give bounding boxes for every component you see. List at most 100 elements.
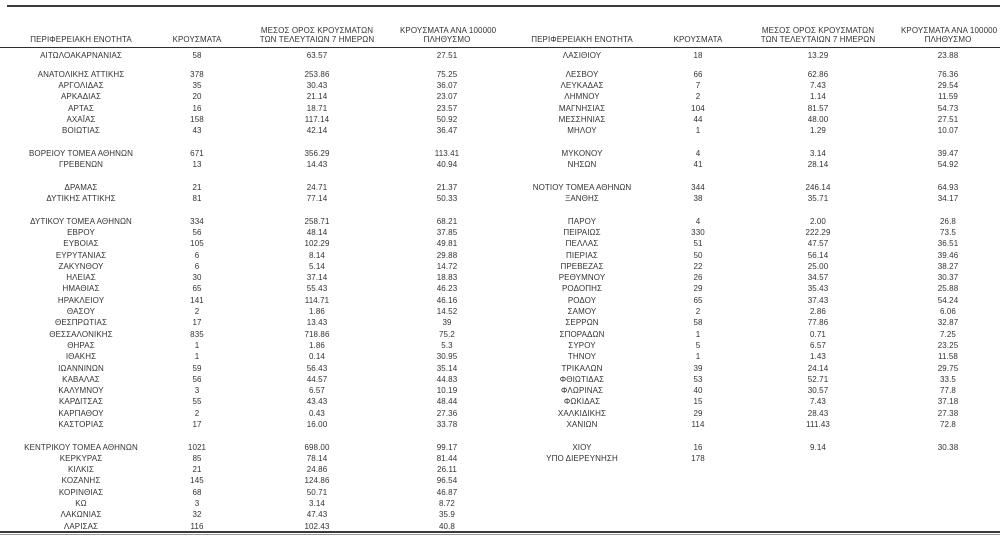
- per100k-cell: 33.78: [436, 420, 458, 429]
- per100k-cell: 35.14: [436, 363, 458, 373]
- avg7-cell: 258.71: [304, 216, 330, 226]
- region-name-cell: ΠΕΛΛΑΣ: [565, 239, 599, 249]
- avg7-cell: 21.14: [306, 92, 328, 102]
- table-body-right: ΛΑΣΙΘΙΟΥ 18 13.29 23.88 ΛΕΣΒΟΥ 66 62.86 76.36 ΛΕ…: [503, 50, 995, 464]
- region-name-cell: ΓΡΕΒΕΝΩΝ: [58, 160, 104, 170]
- avg7-cell: 28.43: [807, 408, 829, 418]
- avg7-cell: 16.00: [306, 420, 328, 429]
- avg7-cell: 356.29: [304, 148, 330, 158]
- cases-cell: 21: [192, 182, 202, 192]
- cases-cell: 32: [192, 510, 202, 520]
- top-rule: [7, 5, 1000, 7]
- region-name-cell: ΑΡΚΑΔΙΑΣ: [61, 92, 101, 102]
- col-header-per100k-line2: ΠΛΗΘΥΣΜΟ: [924, 35, 972, 44]
- per100k-cell: 14.72: [436, 261, 458, 271]
- table-row: ΚΑΛΥΜΝΟΥ 3 6.57 10.19: [2, 385, 494, 396]
- table-row: ΗΡΑΚΛΕΙΟΥ 141 114.71 46.16: [2, 295, 494, 306]
- cases-cell: 1: [194, 340, 200, 350]
- table-row: ΘΑΣΟΥ 2 1.86 14.52: [2, 306, 494, 317]
- table-row: ΑΡΤΑΣ 16 18.71 23.57: [2, 103, 494, 114]
- region-name-cell: ΡΟΔΟΠΗΣ: [562, 284, 602, 294]
- avg7-cell: 5.14: [309, 261, 325, 271]
- region-name-cell: ΣΥΡΟΥ: [568, 340, 596, 350]
- region-name-cell: ΗΜΑΘΙΑΣ: [62, 284, 100, 294]
- table-row: ΦΘΙΩΤΙΔΑΣ 53 52.71 33.5: [503, 374, 995, 385]
- table-row: ΗΛΕΙΑΣ 30 37.14 18.83: [2, 272, 494, 283]
- table-row: ΚΑΣΤΟΡΙΑΣ 17 16.00 33.78: [2, 419, 494, 430]
- avg7-cell: 78.14: [306, 453, 328, 463]
- table-row: ΠΕΙΡΑΙΩΣ 330 222.29 73.5: [503, 227, 995, 238]
- table-row: ΕΥΒΟΙΑΣ 105 102.29 49.81: [2, 238, 494, 249]
- region-name-cell: ΠΡΕΒΕΖΑΣ: [560, 261, 604, 271]
- group-gap: [503, 137, 995, 148]
- region-name-cell: ΡΕΘΥΜΝΟΥ: [558, 273, 606, 283]
- region-name-cell: ΕΒΡΟΥ: [67, 227, 95, 237]
- avg7-cell: 47.57: [807, 239, 829, 249]
- avg7-cell: 1.86: [309, 307, 325, 317]
- cases-cell: 4: [695, 148, 701, 158]
- per100k-cell: 46.87: [436, 487, 458, 497]
- cases-cell: 44: [693, 114, 703, 124]
- cases-cell: 58: [192, 51, 202, 60]
- region-name-cell: ΛΑΚΩΝΙΑΣ: [60, 510, 102, 520]
- table-row: ΡΕΘΥΜΝΟΥ 26 34.57 30.37: [503, 272, 995, 283]
- per100k-cell: 39.46: [937, 250, 959, 260]
- avg7-cell: 77.14: [306, 194, 328, 204]
- avg7-cell: 52.71: [807, 374, 829, 384]
- table-row: ΤΗΝΟΥ 1 1.43 11.58: [503, 351, 995, 362]
- avg7-cell: 35.43: [807, 284, 829, 294]
- avg7-cell: 30.43: [306, 81, 328, 91]
- group-gap: [503, 61, 995, 69]
- table-header-left: ΠΕΡΙΦΕΡΕΙΑΚΗ ΕΝΟΤΗΤΑ ΚΡΟΥΣΜΑΤΑ ΜΕΣΟΣ ΟΡΟ…: [2, 18, 496, 46]
- table-row: ΗΜΑΘΙΑΣ 65 55.43 46.23: [2, 283, 494, 294]
- table-row: ΑΧΑΪΑΣ 158 117.14 50.92: [2, 114, 494, 125]
- table-row: ΛΑΡΙΣΑΣ 116 102.43 40.8: [2, 521, 494, 532]
- per100k-cell: 39.47: [937, 148, 959, 158]
- per100k-cell: 27.51: [436, 51, 458, 60]
- region-name-cell: ΤΡΙΚΑΛΩΝ: [561, 363, 603, 373]
- per100k-cell: 73.5: [940, 227, 956, 237]
- cases-cell: 378: [190, 69, 204, 79]
- per100k-cell: 8.72: [439, 499, 455, 509]
- cases-cell: 56: [192, 227, 202, 237]
- region-name-cell: ΥΠΟ ΔΙΕΡΕΥΝΗΣΗ: [546, 453, 618, 463]
- region-name-cell: ΘΗΡΑΣ: [67, 340, 95, 350]
- avg7-cell: 102.43: [304, 521, 330, 531]
- table-row: ΚΟΖΑΝΗΣ 145 124.86 96.54: [2, 475, 494, 486]
- avg7-cell: 24.71: [306, 182, 328, 192]
- region-name-cell: ΦΛΩΡΙΝΑΣ: [560, 386, 604, 396]
- cases-cell: 51: [693, 239, 703, 249]
- cases-cell: 7: [695, 81, 701, 91]
- region-name-cell: ΔΡΑΜΑΣ: [64, 182, 98, 192]
- cases-cell: 1: [194, 352, 200, 362]
- per100k-cell: 77.8: [940, 386, 956, 396]
- group-gap: [503, 204, 995, 215]
- group-gap: [2, 61, 494, 69]
- per100k-cell: 23.07: [436, 92, 458, 102]
- avg7-cell: 6.57: [810, 340, 826, 350]
- per100k-cell: 39: [442, 318, 452, 328]
- region-name-cell: ΡΟΔΟΥ: [567, 295, 597, 305]
- avg7-cell: 102.29: [304, 239, 330, 249]
- cases-cell: 56: [192, 374, 202, 384]
- table-row: ΓΡΕΒΕΝΩΝ 13 14.43 40.94: [2, 159, 494, 170]
- region-name-cell: ΕΥΒΟΙΑΣ: [63, 239, 99, 249]
- cases-cell: 22: [693, 261, 703, 271]
- cases-cell: 1: [695, 329, 701, 339]
- per100k-cell: 29.75: [937, 363, 959, 373]
- avg7-cell: 7.43: [810, 81, 826, 91]
- cases-cell: 40: [693, 386, 703, 396]
- col-header-avg7-line2: ΤΩΝ ΤΕΛΕΥΤΑΙΩΝ 7 ΗΜΕΡΩΝ: [760, 35, 876, 44]
- region-name-cell: ΜΑΓΝΗΣΙΑΣ: [558, 103, 606, 113]
- table-row: ΔΥΤΙΚΗΣ ΑΤΤΙΚΗΣ 81 77.14 50.33: [2, 193, 494, 204]
- col-header-cases: ΚΡΟΥΣΜΑΤΑ: [172, 35, 222, 44]
- avg7-cell: 56.14: [807, 250, 829, 260]
- table-row: ΝΗΣΩΝ 41 28.14 54.92: [503, 159, 995, 170]
- avg7-cell: 47.43: [306, 510, 328, 520]
- cases-cell: 671: [190, 148, 204, 158]
- avg7-cell: 77.86: [807, 318, 829, 328]
- table-row: ΝΟΤΙΟΥ ΤΟΜΕΑ ΑΘΗΝΩΝ 344 246.14 64.93: [503, 182, 995, 193]
- region-name-cell: ΜΥΚΟΝΟΥ: [561, 148, 603, 158]
- table-row: ΠΡΕΒΕΖΑΣ 22 25.00 38.27: [503, 261, 995, 272]
- cases-cell: 13: [192, 160, 202, 170]
